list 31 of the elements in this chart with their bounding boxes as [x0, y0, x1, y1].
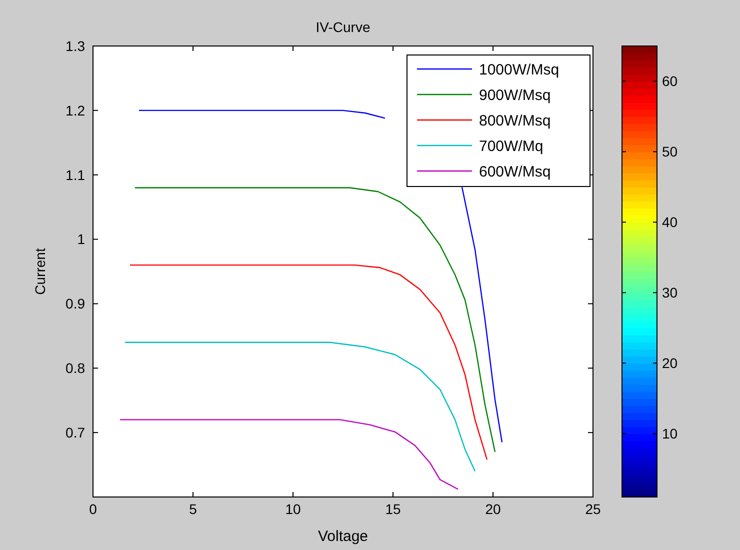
y-tick-label: 1.2: [66, 102, 86, 118]
y-tick-label: 0.8: [66, 360, 86, 376]
line-series: [129, 264, 488, 460]
x-tick-label: 5: [189, 501, 198, 517]
x-tick-label: 20: [485, 501, 501, 517]
line-series: [134, 187, 496, 452]
y-axis-title: Current: [32, 248, 48, 295]
color-bar-label: 60: [662, 73, 678, 90]
y-tick-label: 1.3: [66, 38, 86, 54]
color-bar-label: 20: [662, 355, 678, 372]
legend-label: 1000W/Msq: [479, 61, 560, 78]
color-bar-label: 10: [662, 425, 678, 442]
x-tick-label: 25: [585, 501, 601, 517]
color-bar-label: 30: [662, 284, 678, 301]
y-tick-label: 1: [77, 231, 86, 248]
color-bar-label: 40: [662, 214, 678, 230]
y-tick-label: 1.1: [66, 166, 86, 183]
line-series: [119, 419, 459, 490]
x-tick-label: 10: [285, 501, 301, 517]
legend-label: 700W/Mq: [479, 138, 544, 155]
line-series: [124, 342, 476, 472]
y-tick-label: 0.7: [66, 424, 86, 440]
legend-label: 600W/Msq: [479, 163, 551, 180]
x-axis-title: Voltage: [318, 528, 368, 545]
legend-label: 800W/Msq: [479, 112, 551, 130]
x-tick-label: 15: [385, 501, 401, 517]
x-tick-label: 0: [89, 501, 98, 517]
y-tick-label: 0.9: [66, 296, 86, 312]
legend-label: 900W/Msq: [479, 86, 551, 104]
color-bar-label: 50: [662, 144, 678, 160]
chart-title: IV-Curve: [316, 19, 370, 35]
